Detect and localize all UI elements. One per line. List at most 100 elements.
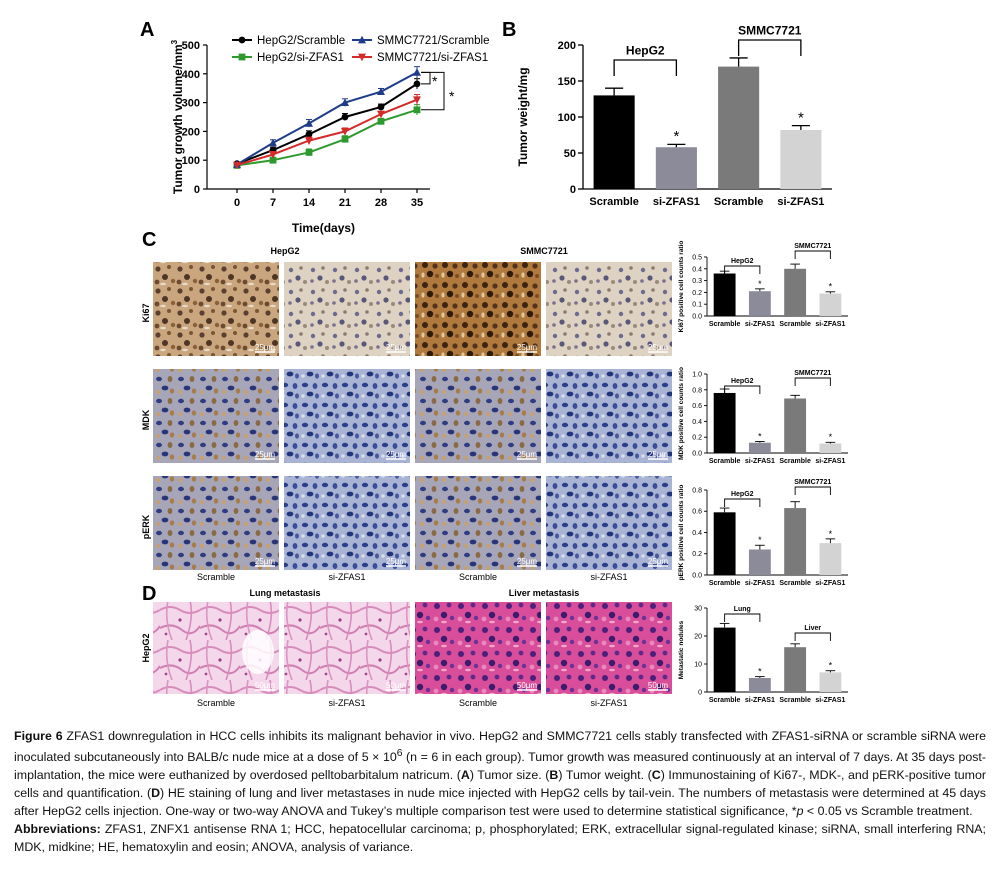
c1-category-0: Scramble xyxy=(709,458,741,465)
c2-bracket-1 xyxy=(794,486,831,495)
a-series-line-2 xyxy=(236,71,418,166)
abbreviations-text: ZFAS1, ZNFX1 antisense RNA 1; HCC, hepat… xyxy=(14,822,986,855)
d-bar-1 xyxy=(748,678,771,692)
c2-ytick-label-1: 0.2 xyxy=(692,551,702,558)
a-ytick-label-5: 500 xyxy=(182,40,200,52)
caption-exponent: 6 xyxy=(396,748,403,759)
bottom-label-d-si-zfas1-2: si-ZFAS1 xyxy=(590,698,627,708)
b-ytick-label-3: 150 xyxy=(558,76,576,88)
c1-star-3: * xyxy=(829,432,833,442)
micrograph-mdk-hepg2-scramble xyxy=(153,369,279,463)
col-header-hepg2: HepG2 xyxy=(270,246,299,256)
b-bar-3 xyxy=(780,129,822,189)
a-ytick-label-2: 200 xyxy=(182,126,200,138)
a-series-line-0 xyxy=(236,83,418,165)
a-point-1-3 xyxy=(341,135,349,143)
panel-letter-d: D xyxy=(142,583,156,605)
c2-ytick-label-3: 0.6 xyxy=(692,509,702,516)
a-point-2-2 xyxy=(305,119,313,127)
a-point-3-0 xyxy=(233,161,241,170)
a-point-0-5 xyxy=(413,80,421,88)
d-scale-label-0: 50μm xyxy=(255,681,276,690)
c0-ytick-label-2: 0.2 xyxy=(692,290,702,297)
c1-star-1: * xyxy=(758,431,762,441)
c-scale-label-5: 25μm xyxy=(386,450,407,459)
a-point-1-2 xyxy=(305,149,313,156)
b-ytick-label-4: 200 xyxy=(558,40,576,52)
scale-bars-c: 25μm 25μm 25μm 25μm 25μm 25μm 25μm 25μm 25μm 25μm… xyxy=(255,343,669,567)
c-scale-label-10: 25μm xyxy=(517,557,538,566)
a-sig-bracket-2 xyxy=(421,71,445,111)
a-legend-marker-3 xyxy=(358,53,366,62)
a-xlabel: Time(days) xyxy=(292,221,355,235)
b-category-2: Scramble xyxy=(714,196,764,208)
c1-bracket-1 xyxy=(794,377,831,386)
caption-ref-c: C xyxy=(651,768,661,783)
c0-ytick-label-4: 0.4 xyxy=(692,266,702,273)
micrograph-perk-smmc7721-scramble xyxy=(415,476,541,570)
c0-bar-1 xyxy=(748,291,771,316)
a-legend-label-3: SMMC7721/si-ZFAS1 xyxy=(377,52,488,64)
c0-ytick-label-5: 0.5 xyxy=(692,254,702,261)
a-ylabel: Tumor growth volume/mm3 xyxy=(170,39,185,194)
c0-bar-2 xyxy=(784,268,807,316)
d-ytick-label-1: 10 xyxy=(694,661,702,668)
d-bracket-0 xyxy=(724,613,761,622)
a-ylabel-exponent: 3 xyxy=(170,39,179,44)
c0-group-label-0: HepG2 xyxy=(731,258,754,265)
d-bar-2 xyxy=(784,647,807,692)
a-ytick-label-3: 300 xyxy=(182,98,200,110)
a-legend-label-1: HepG2/si-ZFAS1 xyxy=(257,52,344,64)
bottom-label-d-scramble-1: Scramble xyxy=(197,698,235,708)
b-bar-0 xyxy=(593,95,635,189)
c-scale-label-8: 25μm xyxy=(255,557,276,566)
a-sig-star-2: * xyxy=(449,88,455,104)
a-point-3-5 xyxy=(413,96,421,104)
a-point-1-1 xyxy=(269,156,277,164)
tumor-weight-bar-chart: 0 50 100 150 200 Tumor weight/mg Scramble * si-Z… xyxy=(516,24,832,208)
micrograph-liver-scramble xyxy=(415,602,541,694)
b-category-3: si-ZFAS1 xyxy=(777,196,824,208)
c2-category-3: si-ZFAS1 xyxy=(815,580,845,587)
bottom-label-scramble-2: Scramble xyxy=(459,572,497,582)
row-label-mdk: MDK xyxy=(141,409,151,430)
metastatic-nodules-bar-chart: 0 10 20 30 Metastatic nodules Scramble * si-ZFA… xyxy=(678,605,848,704)
c2-bar-1 xyxy=(748,549,771,575)
c2-star-1: * xyxy=(758,535,762,545)
a-point-2-1 xyxy=(269,138,277,147)
c0-bracket-1 xyxy=(794,250,831,259)
c1-group-label-1: SMMC7721 xyxy=(794,370,831,377)
bottom-label-si-zfas1-1: si-ZFAS1 xyxy=(328,572,365,582)
micrograph-perk-hepg2-si-zfas1 xyxy=(284,476,410,570)
micrograph-ki67-smmc7721-si-zfas1 xyxy=(546,262,672,356)
caption-abbreviations: Abbreviations: ZFAS1, ZNFX1 antisense RN… xyxy=(14,820,986,856)
c1-ytick-label-1: 0.2 xyxy=(692,435,702,442)
c1-bracket-0 xyxy=(724,385,761,394)
c-scale-label-2: 25μm xyxy=(517,343,538,352)
d-scale-label-1: 50μm xyxy=(386,681,407,690)
c-scale-label-4: 25μm xyxy=(255,450,276,459)
a-series-line-3 xyxy=(236,98,418,167)
c-scale-label-11: 25μm xyxy=(648,557,669,566)
panel-d-micrographs: Lung metastasis Liver metastasis HepG2 5… xyxy=(141,588,672,708)
d-bracket-1 xyxy=(794,632,831,641)
tumor-volume-line-chart: 0 100 200 300 400 500 0 7 14 21 28 35 Time(days) Tumo… xyxy=(170,35,489,235)
c1-group-label-0: HepG2 xyxy=(731,378,754,385)
a-legend-marker-0 xyxy=(238,36,246,44)
b-ytick-label-0: 0 xyxy=(570,184,576,196)
c1-ytick-label-0: 0.0 xyxy=(692,450,702,457)
caption-ref-b: B xyxy=(549,768,559,783)
c1-category-1: si-ZFAS1 xyxy=(745,458,775,465)
b-bar-1 xyxy=(655,147,697,189)
b-ylabel: Tumor weight/mg xyxy=(516,67,530,166)
d-star-1: * xyxy=(758,667,762,677)
c2-category-2: Scramble xyxy=(779,580,811,587)
c1-bar-3 xyxy=(819,443,842,453)
c2-ytick-label-4: 0.8 xyxy=(692,487,702,494)
b-group-label-0: HepG2 xyxy=(626,44,665,58)
a-point-3-2 xyxy=(305,137,313,145)
d-category-3: si-ZFAS1 xyxy=(815,697,845,704)
b-bar-2 xyxy=(718,66,760,189)
d-ytick-label-0: 0 xyxy=(698,689,702,696)
c0-group-label-1: SMMC7721 xyxy=(794,243,831,250)
